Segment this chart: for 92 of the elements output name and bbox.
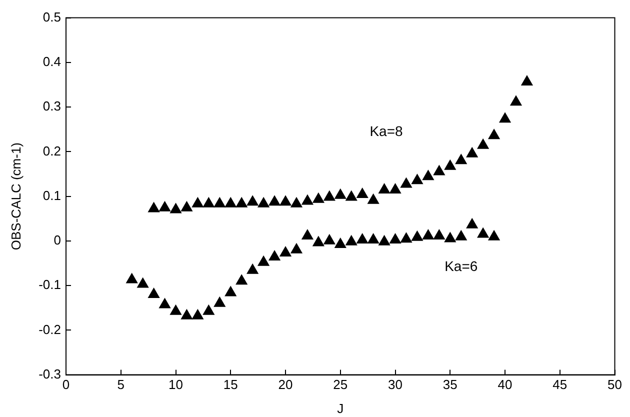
x-tick-label: 30 [388, 377, 402, 392]
point [412, 174, 423, 184]
point [368, 194, 380, 204]
point [268, 196, 280, 206]
point [455, 230, 467, 240]
y-tick-label: 0.2 [42, 143, 61, 158]
point [334, 188, 346, 199]
point [302, 230, 314, 240]
point [236, 274, 248, 285]
point [258, 256, 270, 266]
point [126, 273, 138, 284]
point [181, 201, 192, 212]
point [444, 232, 456, 242]
point [224, 197, 236, 208]
point [312, 192, 324, 203]
x-tick-label: 20 [278, 377, 293, 392]
x-tick-label: 45 [552, 377, 568, 392]
point [455, 154, 467, 164]
point [192, 309, 204, 320]
point [488, 230, 500, 240]
point [268, 250, 280, 260]
point [346, 190, 358, 201]
point [400, 178, 412, 188]
point [202, 304, 214, 315]
x-tick-label: 25 [333, 377, 348, 392]
point [159, 201, 170, 212]
point [258, 197, 270, 208]
y-tick-label: 0.4 [42, 54, 61, 70]
point [510, 96, 522, 106]
x-tick-label: 10 [168, 377, 183, 392]
point [521, 76, 533, 86]
x-tick-label: 40 [498, 377, 512, 392]
point [170, 304, 182, 315]
point [334, 238, 346, 248]
point [302, 194, 314, 205]
point [246, 196, 258, 206]
point [280, 246, 292, 256]
point [412, 230, 423, 241]
text: Ka=8 [370, 123, 403, 140]
point [422, 230, 434, 240]
point [390, 234, 401, 244]
series-label: Ka=6 [444, 258, 478, 274]
point [368, 234, 380, 244]
point [324, 190, 336, 201]
point [214, 197, 226, 208]
y-tick-label: -0.2 [38, 322, 61, 337]
y-tick-label: 0 [54, 232, 61, 248]
x-tick-label: 35 [442, 377, 458, 392]
point [356, 188, 368, 198]
point [346, 235, 358, 246]
point [433, 165, 445, 176]
point [236, 197, 248, 208]
point [488, 129, 500, 140]
point [148, 288, 160, 298]
point [224, 286, 236, 296]
point [324, 234, 336, 244]
point [214, 296, 226, 307]
y-tick-label: 0.1 [42, 188, 61, 203]
point [290, 197, 302, 208]
point [477, 228, 489, 238]
point [499, 112, 511, 123]
x-axis-title: J [337, 400, 344, 416]
y-tick-label: 0.3 [42, 98, 61, 114]
point [280, 196, 292, 206]
point [390, 184, 401, 194]
point [477, 138, 489, 149]
y-axis-title: OBS-CALC (cm-1) [8, 142, 24, 250]
x-tick-label: 50 [608, 377, 622, 392]
point [433, 230, 445, 240]
point [159, 298, 170, 308]
x-tick-label: 5 [117, 377, 124, 392]
y-tick-label: -0.3 [38, 366, 61, 382]
point [181, 309, 192, 320]
point [290, 243, 302, 254]
point [400, 232, 412, 243]
point [192, 197, 204, 208]
point [466, 147, 478, 158]
point [444, 160, 456, 170]
point [148, 202, 160, 212]
point [378, 235, 390, 246]
point [246, 264, 258, 274]
point [356, 234, 368, 244]
y-tick-label: 0.5 [42, 9, 61, 24]
point [170, 203, 182, 214]
x-tick-label: 15 [223, 377, 238, 392]
point [202, 197, 214, 208]
point [378, 184, 390, 194]
point [312, 236, 324, 246]
point [422, 170, 434, 180]
point [466, 218, 478, 228]
point [137, 278, 149, 288]
y-tick-label: -0.1 [38, 277, 61, 292]
